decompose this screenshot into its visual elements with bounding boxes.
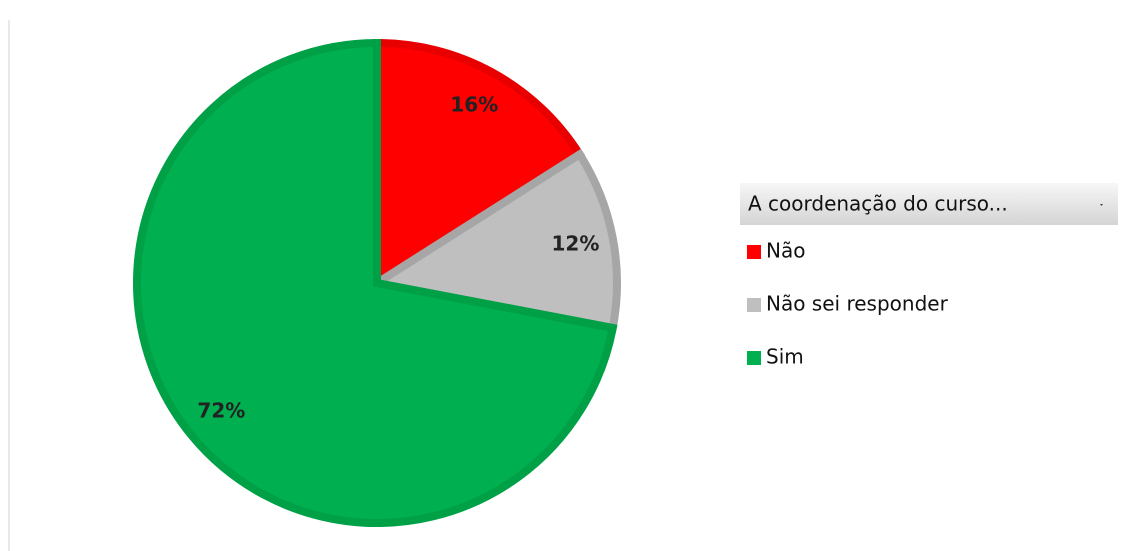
legend-swatch xyxy=(747,298,761,312)
pie-slice xyxy=(373,38,586,291)
legend-label: Não sei responder xyxy=(766,292,949,316)
legend-swatch xyxy=(747,351,761,365)
data-label: 72% xyxy=(197,398,245,422)
pie: 16% 12% 72% xyxy=(133,38,621,527)
dropdown-arrow[interactable] xyxy=(1100,204,1103,206)
legend: Não Não sei responder Sim xyxy=(747,239,949,369)
legend-title: A coordenação do curso... xyxy=(748,192,1008,216)
field-button-bg[interactable] xyxy=(740,183,1118,225)
pie-slice xyxy=(133,38,618,527)
legend-field-button[interactable]: A coordenação do curso... xyxy=(740,183,1118,225)
legend-label: Não xyxy=(766,239,805,263)
legend-label: Sim xyxy=(766,345,804,369)
pie-slice xyxy=(366,148,621,333)
data-label: 16% xyxy=(450,92,498,116)
legend-swatch xyxy=(747,245,761,259)
data-label: 12% xyxy=(551,232,599,256)
